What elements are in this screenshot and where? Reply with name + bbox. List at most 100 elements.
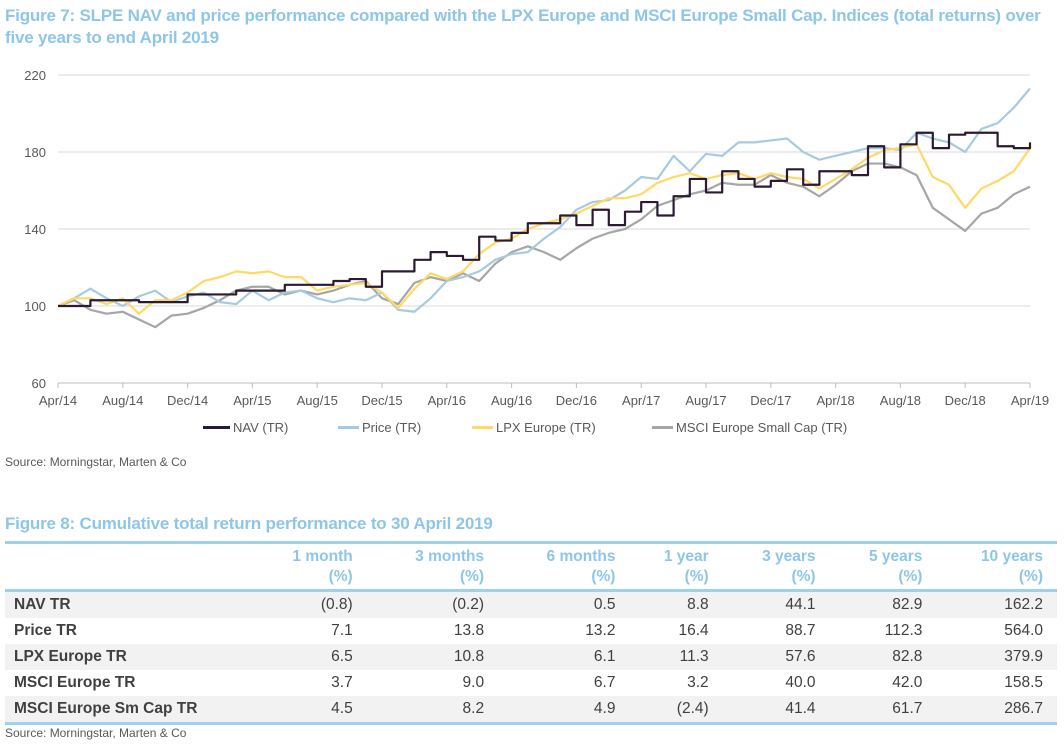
legend-label: Price (TR) bbox=[362, 420, 422, 435]
column-header: 1 month bbox=[249, 541, 367, 567]
column-unit: (%) bbox=[936, 567, 1057, 592]
legend-swatch bbox=[203, 426, 230, 429]
legend-swatch bbox=[652, 426, 673, 429]
row-label: LPX Europe TR bbox=[5, 644, 249, 670]
x-tick-label: Aug/18 bbox=[880, 393, 921, 408]
y-tick-label: 220 bbox=[24, 68, 46, 83]
table-row: MSCI Europe TR 3.7 9.0 6.7 3.2 40.0 42.0 158.5 bbox=[5, 670, 1057, 696]
table-cell: 286.7 bbox=[936, 696, 1057, 725]
table-row: NAV TR (0.8) (0.2) 0.5 8.8 44.1 82.9 162.2 bbox=[5, 590, 1057, 618]
header-row-labels: 1 month 3 months 6 months 1 year 3 years 5 ye… bbox=[5, 541, 1057, 567]
table-cell: 88.7 bbox=[785, 622, 816, 639]
column-unit: (%) bbox=[366, 567, 499, 592]
legend-item-msci-small-cap: MSCI Europe Small Cap (TR) bbox=[652, 420, 847, 435]
table-cell: (2.4) bbox=[629, 696, 723, 725]
table-cell: 13.8 bbox=[453, 622, 485, 639]
table-cell: 82.9 bbox=[829, 590, 937, 618]
table-cell: (0.2) bbox=[366, 590, 499, 618]
y-tick-label: 100 bbox=[24, 299, 46, 314]
legend-swatch bbox=[472, 426, 493, 429]
figure-8-title: Figure 8: Cumulative total return perfor… bbox=[5, 514, 493, 533]
column-unit: (%) bbox=[829, 567, 937, 592]
x-axis: Apr/14 Aug/14 Dec/14 Apr/15 Aug/15 Dec/15 Apr/… bbox=[39, 382, 1049, 408]
table-cell: 0.5 bbox=[498, 590, 630, 618]
table-row: LPX Europe TR 6.5 10.8 6.1 11.3 57.6 82.8 379.9 bbox=[5, 644, 1057, 670]
table-row: MSCI Europe Sm Cap TR 4.5 8.2 4.9 (2.4) 41.4 6… bbox=[5, 696, 1057, 725]
header-blank bbox=[5, 567, 249, 592]
x-tick-label: Dec/18 bbox=[945, 393, 986, 408]
x-tick-label: Aug/17 bbox=[685, 393, 726, 408]
figure-7-title: Figure 7: SLPE NAV and price performance… bbox=[5, 6, 1041, 47]
column-unit: (%) bbox=[722, 567, 830, 592]
legend-item-price: Price (TR) bbox=[338, 420, 421, 435]
series-line-msci-europe-small-cap-tr bbox=[57, 162, 1031, 329]
column-unit: (%) bbox=[498, 567, 630, 592]
table-cell: 40.0 bbox=[785, 674, 816, 691]
table-cell: 44.1 bbox=[722, 590, 830, 618]
x-tick-label: Dec/15 bbox=[361, 393, 402, 408]
table-cell: 564.0 bbox=[1004, 622, 1043, 639]
figure-7-source: Source: Morningstar, Marten & Co bbox=[5, 455, 187, 469]
header-row-units: (%) (%) (%) (%) (%) (%) (%) bbox=[5, 567, 1057, 592]
x-tick-label: Dec/17 bbox=[750, 393, 791, 408]
table-cell: 3.2 bbox=[687, 674, 709, 691]
y-tick-label: 60 bbox=[32, 376, 46, 391]
column-unit: (%) bbox=[629, 567, 723, 592]
table-cell: 112.3 bbox=[884, 622, 923, 639]
series-line-nav-tr bbox=[58, 131, 1032, 308]
x-tick-label: Dec/16 bbox=[556, 393, 597, 408]
row-label: MSCI Europe Sm Cap TR bbox=[5, 696, 249, 725]
y-tick-label: 140 bbox=[24, 222, 46, 237]
table-cell: 4.5 bbox=[249, 696, 367, 725]
table-cell: 6.7 bbox=[593, 674, 616, 691]
legend-label: MSCI Europe Small Cap (TR) bbox=[676, 420, 848, 435]
table-cell: (0.8) bbox=[249, 590, 367, 618]
table-row: Price TR 7.1 13.8 13.2 16.4 88.7 112.3 564.0 bbox=[5, 618, 1057, 644]
x-tick-label: Apr/16 bbox=[428, 393, 466, 408]
table-cell: 10.8 bbox=[366, 644, 499, 670]
series-lines bbox=[57, 87, 1032, 329]
x-tick-label: Aug/15 bbox=[297, 393, 338, 408]
table-cell: 8.2 bbox=[366, 696, 499, 725]
table-cell: 6.1 bbox=[498, 644, 630, 670]
table-cell: 379.9 bbox=[936, 644, 1057, 670]
performance-table: 1 month 3 months 6 months 1 year 3 years 5 ye… bbox=[5, 541, 1057, 725]
x-tick-label: Apr/19 bbox=[1011, 393, 1049, 408]
x-tick-label: Apr/15 bbox=[233, 393, 271, 408]
row-label: NAV TR bbox=[5, 590, 249, 618]
table-cell: 11.3 bbox=[629, 644, 723, 670]
legend-item-nav: NAV (TR) bbox=[203, 420, 288, 435]
column-header: 3 years bbox=[722, 541, 830, 567]
table-cell: 7.1 bbox=[331, 622, 353, 639]
x-tick-label: Dec/14 bbox=[167, 393, 208, 408]
column-header: 1 year bbox=[629, 541, 723, 567]
table-cell: 158.5 bbox=[1004, 674, 1043, 691]
table-cell: 4.9 bbox=[498, 696, 630, 725]
table-cell: 82.8 bbox=[829, 644, 937, 670]
row-label: Price TR bbox=[14, 622, 77, 639]
y-axis: 60 100 140 180 220 bbox=[24, 68, 46, 391]
table-cell: 41.4 bbox=[722, 696, 830, 725]
legend-label: LPX Europe (TR) bbox=[496, 420, 596, 435]
x-tick-label: Apr/14 bbox=[39, 393, 77, 408]
series-line-price-tr bbox=[57, 87, 1031, 313]
table-cell: 57.6 bbox=[722, 644, 830, 670]
x-tick-label: Aug/16 bbox=[491, 393, 532, 408]
table-cell: 3.7 bbox=[331, 674, 353, 691]
figure-8-source: Source: Morningstar, Marten & Co bbox=[5, 726, 187, 740]
legend-label: NAV (TR) bbox=[233, 420, 289, 435]
row-label: MSCI Europe TR bbox=[14, 674, 136, 691]
x-tick-label: Aug/14 bbox=[102, 393, 143, 408]
table-cell: 9.0 bbox=[462, 674, 485, 691]
header-blank bbox=[5, 541, 249, 567]
y-tick-label: 180 bbox=[24, 145, 46, 160]
table-cell: 13.2 bbox=[585, 622, 616, 639]
table-cell: 42.0 bbox=[892, 674, 923, 691]
column-unit: (%) bbox=[249, 567, 367, 592]
chart-legend: NAV (TR) Price (TR) LPX Europe (TR) MSCI… bbox=[0, 420, 1064, 438]
table-cell: 61.7 bbox=[829, 696, 937, 725]
x-tick-label: Apr/17 bbox=[622, 393, 660, 408]
column-header: 5 years bbox=[829, 541, 937, 567]
table-cell: 16.4 bbox=[678, 622, 709, 639]
table-cell: 162.2 bbox=[936, 590, 1057, 618]
